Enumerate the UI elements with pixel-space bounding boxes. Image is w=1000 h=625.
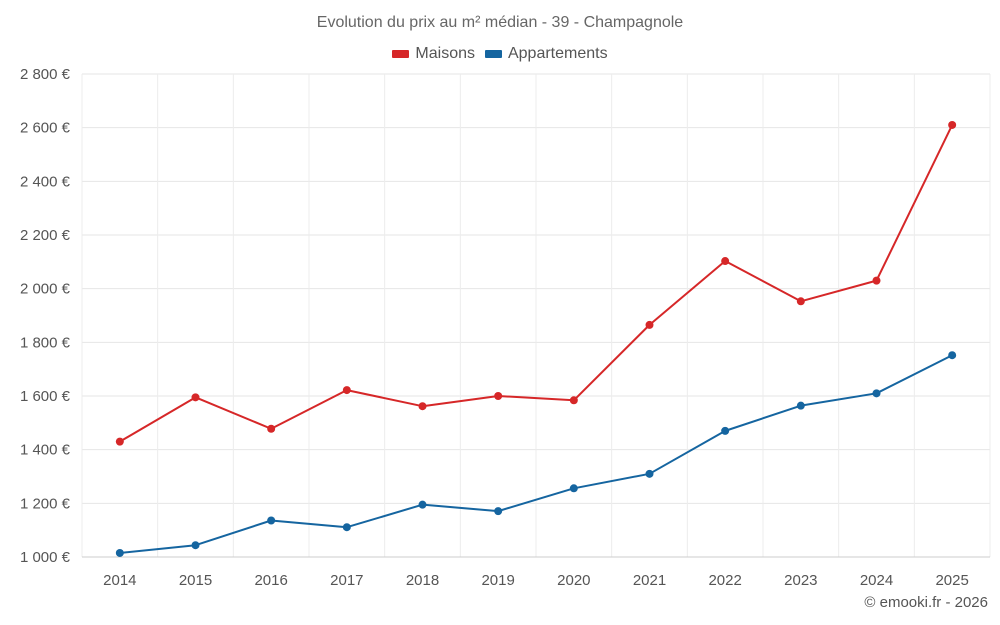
x-tick-label: 2017 (330, 572, 363, 589)
legend-label-appartements: Appartements (507, 45, 608, 62)
y-tick-label: 1 000 € (20, 549, 71, 566)
y-tick-label: 1 400 € (20, 442, 71, 459)
legend: Maisons Appartements (0, 45, 1000, 63)
data-point-maisons (948, 120, 957, 129)
legend-item-appartements[interactable]: Appartements (484, 45, 608, 63)
x-tick-label: 2021 (633, 572, 666, 589)
x-tick-label: 2023 (784, 572, 817, 589)
x-tick-label: 2014 (103, 572, 136, 589)
y-tick-label: 1 600 € (20, 388, 71, 405)
series-line-maisons (119, 124, 954, 443)
data-point-appartements (342, 523, 351, 532)
data-point-maisons (645, 320, 654, 329)
data-point-maisons (721, 257, 730, 266)
legend-label-maisons: Maisons (415, 45, 475, 62)
data-point-maisons (494, 392, 503, 400)
y-tick-label: 1 200 € (20, 495, 71, 512)
data-point-maisons (191, 393, 200, 402)
data-point-appartements (191, 541, 200, 550)
x-tick-label: 2020 (557, 572, 590, 589)
data-point-maisons (872, 276, 881, 285)
data-point-appartements (721, 426, 730, 435)
x-tick-label: 2016 (254, 572, 287, 589)
data-point-maisons (569, 396, 578, 405)
credit-text: © emooki.fr - 2026 (864, 594, 988, 611)
data-point-appartements (115, 548, 124, 557)
x-tick-label: 2025 (935, 572, 968, 589)
y-tick-label: 2 800 € (20, 66, 71, 83)
data-point-maisons (267, 424, 276, 433)
data-point-appartements (645, 469, 654, 478)
y-tick-label: 2 600 € (20, 120, 71, 137)
y-tick-label: 2 000 € (20, 281, 71, 298)
data-point-appartements (267, 516, 276, 525)
data-point-appartements (569, 484, 578, 493)
x-tick-label: 2019 (481, 572, 514, 589)
x-tick-label: 2022 (708, 572, 741, 589)
data-point-maisons (115, 437, 124, 446)
data-point-appartements (796, 401, 805, 410)
x-tick-label: 2015 (179, 572, 212, 589)
data-point-appartements (418, 500, 427, 509)
x-tick-label: 2024 (860, 572, 893, 589)
data-point-appartements (872, 389, 881, 398)
data-point-appartements (494, 507, 503, 516)
data-point-maisons (418, 402, 427, 411)
y-tick-label: 2 200 € (20, 227, 71, 244)
series-line-appartements (119, 354, 953, 554)
legend-swatch-appartements (484, 50, 502, 58)
data-point-appartements (948, 351, 957, 360)
y-tick-label: 2 400 € (20, 173, 71, 190)
x-tick-label: 2018 (406, 572, 439, 589)
legend-swatch-maisons (392, 50, 410, 58)
legend-item-maisons[interactable]: Maisons (392, 45, 475, 63)
data-point-maisons (342, 386, 351, 395)
y-tick-label: 1 800 € (20, 334, 71, 351)
chart-title: Evolution du prix au m² médian - 39 - Ch… (316, 14, 684, 31)
data-point-maisons (796, 297, 805, 306)
